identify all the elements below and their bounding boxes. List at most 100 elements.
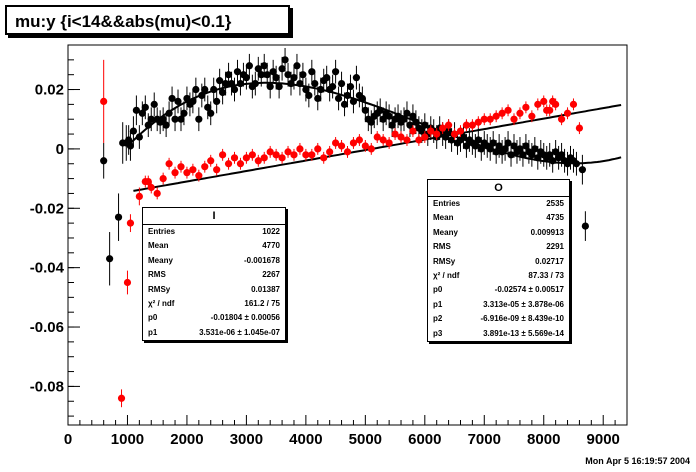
data-point xyxy=(501,145,509,153)
stats-row: χ² / ndf 87.33 / 73 xyxy=(428,269,569,283)
data-point xyxy=(308,151,316,159)
data-point xyxy=(343,148,352,156)
stats-value: -0.001678 xyxy=(243,255,280,265)
data-point xyxy=(302,85,310,94)
data-point xyxy=(421,121,429,129)
y-tick-label: -0.06 xyxy=(30,319,64,336)
data-point xyxy=(510,142,518,150)
data-point xyxy=(474,136,482,144)
stats-value: 2535 xyxy=(546,199,564,208)
data-point xyxy=(207,109,215,117)
data-point xyxy=(242,74,251,82)
x-tick-label: 6000 xyxy=(408,431,441,448)
stats-row: p0 -0.01804 ± 0.00056 xyxy=(143,311,285,325)
data-point xyxy=(504,106,512,114)
data-point xyxy=(486,145,494,153)
data-point xyxy=(557,115,566,123)
data-point xyxy=(171,169,179,177)
data-point xyxy=(195,115,203,123)
data-point xyxy=(367,145,375,153)
data-point xyxy=(433,130,441,138)
stats-value: 4770 xyxy=(262,241,280,251)
data-point xyxy=(287,79,295,88)
data-point xyxy=(361,142,369,150)
data-point xyxy=(263,71,271,79)
data-point xyxy=(456,127,465,135)
data-point xyxy=(311,79,319,88)
data-point xyxy=(272,74,280,82)
data-point xyxy=(343,91,352,100)
data-point xyxy=(489,139,497,147)
y-tick-label: 0 xyxy=(56,141,64,158)
data-point xyxy=(141,103,149,111)
series-i xyxy=(100,59,622,408)
data-point xyxy=(516,145,524,153)
x-tick-label: 0 xyxy=(64,431,72,448)
data-point xyxy=(385,139,393,147)
data-point xyxy=(242,154,251,162)
data-point xyxy=(507,151,515,159)
stats-key: Entries xyxy=(148,227,176,236)
data-point xyxy=(498,109,506,117)
stats-row: RMSy 0.01387 xyxy=(143,283,285,297)
data-point xyxy=(132,106,140,114)
stats-key: Mean xyxy=(148,241,169,251)
data-point xyxy=(278,154,286,162)
x-tick-label: 8000 xyxy=(527,431,560,448)
stats-value: -0.02574 ± 0.00517 xyxy=(494,285,564,295)
data-point xyxy=(549,157,557,165)
stats-key: RMS xyxy=(433,242,451,252)
stats-row: Mean 4770 xyxy=(143,239,285,253)
data-point xyxy=(165,160,173,168)
stats-row: RMSy 0.02717 xyxy=(428,255,569,269)
data-point xyxy=(284,148,292,156)
data-point xyxy=(504,139,512,147)
data-point xyxy=(260,62,268,70)
data-point xyxy=(385,112,393,120)
data-point xyxy=(183,94,191,103)
stats-key: RMSy xyxy=(433,256,456,266)
data-point xyxy=(266,82,274,91)
data-point xyxy=(219,88,227,97)
stats-value: 3.891e-13 ± 5.569e-14 xyxy=(483,328,564,338)
data-point xyxy=(320,154,328,162)
data-point xyxy=(334,94,343,103)
data-point xyxy=(459,133,468,141)
data-point xyxy=(462,121,471,129)
data-point xyxy=(177,115,185,123)
data-point xyxy=(522,142,530,150)
data-point xyxy=(204,103,212,111)
stats-box-i: I Entries 1022 Mean 4770 Meany -0.001678 RMS 22… xyxy=(142,207,286,342)
data-point xyxy=(201,163,209,171)
stats-value: 0.01387 xyxy=(251,284,280,294)
data-point xyxy=(302,151,310,159)
data-point xyxy=(168,94,176,103)
data-point xyxy=(492,112,500,120)
stats-row: RMS 2291 xyxy=(428,240,569,254)
data-point xyxy=(581,222,589,230)
data-point xyxy=(474,118,482,126)
stats-header-i: I xyxy=(143,208,285,225)
data-point xyxy=(216,77,224,85)
data-point xyxy=(248,151,256,159)
data-point xyxy=(528,112,536,120)
data-point xyxy=(290,74,298,82)
data-point xyxy=(147,115,155,123)
data-point xyxy=(400,115,408,123)
data-point xyxy=(314,94,322,103)
data-point xyxy=(486,115,494,123)
series-layer xyxy=(100,47,622,408)
stats-key: Entries xyxy=(433,199,461,208)
data-point xyxy=(329,82,337,91)
data-point xyxy=(308,68,316,76)
stats-row: RMS 2267 xyxy=(143,268,285,282)
stats-header-o: O xyxy=(428,180,569,197)
data-point xyxy=(337,142,346,150)
data-point xyxy=(477,145,485,153)
stats-key: p0 xyxy=(148,313,158,323)
data-point xyxy=(379,136,387,144)
data-point xyxy=(100,157,108,165)
data-point xyxy=(522,103,530,111)
stats-row: p3 3.891e-13 ± 5.569e-14 xyxy=(428,327,569,341)
data-point xyxy=(552,148,560,156)
